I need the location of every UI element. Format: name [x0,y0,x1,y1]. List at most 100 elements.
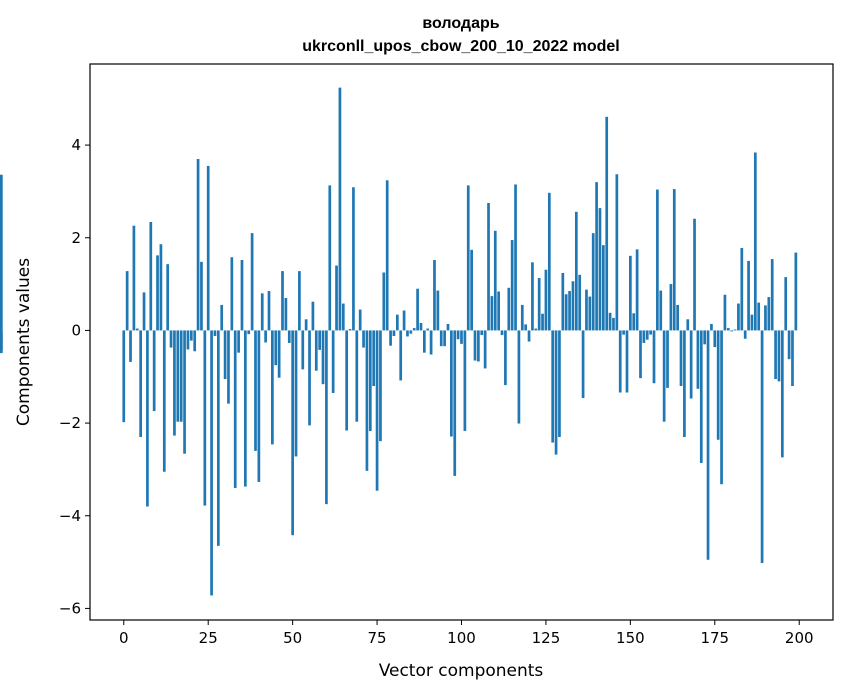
bar-164 [676,304,679,331]
x-tick-label: 0 [119,629,129,647]
bar-82 [399,330,403,381]
bar-6 [142,292,146,331]
bar-61 [328,185,332,331]
y-axis-label: Components values [14,258,34,426]
bar-143 [605,116,609,331]
bar-1 [125,271,129,331]
bar-53 [301,330,305,370]
bar-10 [156,255,159,331]
bar-7 [146,330,149,507]
bar-51 [294,330,298,457]
bar-135 [578,274,582,331]
y-tick-label: −2 [59,414,81,432]
bar-121 [531,262,534,331]
bar-46 [277,330,281,378]
bar-54 [304,319,308,331]
bar-13 [166,264,170,331]
bar-184 [743,330,747,339]
bar-77 [382,272,386,331]
bar-187 [753,152,757,331]
x-tick-label: 75 [368,629,387,647]
bar-16 [176,330,180,422]
bar-139 [591,233,595,331]
bar-45 [274,330,278,366]
bar-155 [645,330,649,340]
bar-85 [409,330,413,334]
bar-161 [666,330,669,388]
x-tick-label: 100 [447,629,476,647]
y-axis-ticks: −6 −4 −2 0 2 4 [59,136,90,617]
bar-55 [308,330,311,426]
bar-21 [193,330,197,352]
x-axis-label: Vector components [379,661,544,681]
bar-70 [358,309,362,331]
bar-174 [710,323,713,331]
bar-5 [139,330,143,437]
bar-147 [618,330,622,393]
bar-14 [169,330,173,348]
bar-31 [227,330,230,404]
bar-142 [601,245,605,331]
bar-145 [612,317,615,331]
bar-57 [314,330,318,371]
bar-183 [740,247,744,331]
bar-182 [737,303,740,331]
bars-group [0,87,798,596]
bar-148 [622,330,625,335]
bar-28 [216,330,220,546]
bar-154 [642,330,646,343]
bar-114 [507,287,511,331]
bar-38 [250,233,254,331]
bar-137 [585,289,588,331]
bar-150 [629,255,632,331]
bar-199 [794,252,798,331]
bar-83 [402,310,406,331]
bar-194 [777,330,781,382]
bar-17 [179,330,183,422]
bar-190 [764,305,767,331]
bar-66 [345,330,349,431]
bar-136 [581,330,585,399]
bar-163 [672,189,676,331]
bar-196 [784,277,788,331]
bar-176 [716,330,720,440]
bar-74 [372,330,376,387]
y-tick-label: 0 [71,321,81,339]
bar-122 [534,328,538,331]
bar-52 [298,271,301,331]
y-tick-label: −6 [59,599,81,617]
bar-64 [338,87,342,331]
bar-35 [240,259,244,331]
bar-41 [260,293,264,331]
bar-179 [726,328,730,331]
bar-4 [135,328,139,331]
bar-88 [419,323,423,331]
bar-157 [652,330,656,384]
bar-89 [423,330,426,353]
bar-141 [598,208,602,331]
bar-79 [389,330,392,346]
bar-56 [311,301,315,331]
bar-62 [331,330,335,393]
bar-153 [639,330,642,379]
bar-3 [132,225,136,331]
bar-173 [706,330,710,560]
bar-92 [433,259,436,331]
bar-104 [473,330,477,361]
bar-101 [463,330,467,431]
bar-95 [443,330,446,347]
bar-115 [510,240,514,331]
bar-undefined [0,330,3,354]
bar-40 [257,330,261,482]
x-tick-label: 25 [199,629,218,647]
bar-97 [450,330,453,437]
bar-42 [264,330,267,343]
bar-63 [335,265,338,331]
bar-188 [757,302,761,331]
x-tick-label: 125 [532,629,561,647]
bar-126 [547,192,551,331]
bar-29 [220,304,224,331]
bar-110 [493,230,497,331]
bar-25 [206,165,210,331]
